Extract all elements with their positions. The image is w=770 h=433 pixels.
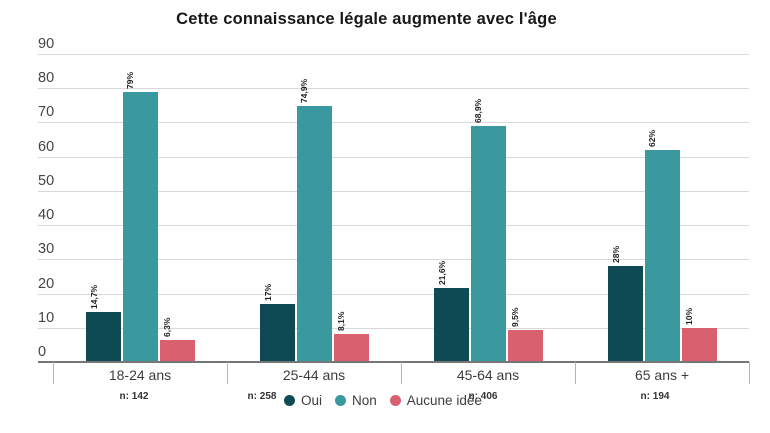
bar-value-label: 62% [647, 129, 657, 147]
legend-swatch-icon [284, 395, 295, 406]
x-axis-line [38, 361, 749, 363]
gridline-y-30 [38, 259, 749, 261]
bar-value-label: 79% [125, 71, 135, 89]
x-axis-tick [401, 362, 402, 384]
sample-size-label-2: n: 258 [247, 391, 277, 402]
x-axis-tick [575, 362, 576, 384]
chart-title: Cette connaissance légale augmente avec … [176, 10, 557, 28]
bar-value-label: 28% [610, 246, 621, 264]
bar-oui-2 [260, 303, 295, 362]
y-axis-label: 30 [38, 241, 55, 258]
category-label-3: 45-64 ans [456, 367, 520, 383]
bar-non-2 [296, 105, 332, 362]
chart-legend: Oui Non Aucune idée [284, 393, 482, 408]
gridline-y-10 [38, 327, 749, 329]
bar-oui-3 [434, 288, 469, 362]
x-axis-tick [749, 362, 750, 384]
y-axis-label: 70 [38, 104, 55, 121]
y-axis-label: 40 [38, 207, 55, 224]
y-axis-label: 20 [38, 275, 55, 292]
bar-oui-1 [86, 311, 121, 362]
legend-swatch-icon [389, 395, 401, 406]
gridline-y-60 [38, 156, 749, 158]
bar-aucune-idée-3 [507, 329, 543, 362]
legend-label: Non [352, 393, 377, 408]
sample-size-label-3: n: 406 [468, 391, 498, 402]
bar-non-4 [644, 149, 680, 362]
bar-aucune-idée-4 [681, 327, 717, 362]
category-label-1: 18-24 ans [108, 367, 172, 383]
bar-value-label: 6,3% [162, 318, 172, 338]
bar-value-label: 21,6% [436, 260, 447, 286]
category-label-4: 65 ans + [634, 367, 690, 383]
bar-value-label: 9,5% [510, 307, 520, 327]
y-axis-label: 60 [38, 138, 55, 155]
gridline-y-70 [38, 122, 749, 124]
legend-item-aucune-idée: Aucune idée [389, 393, 482, 408]
legend-swatch-icon [335, 395, 347, 406]
bar-value-label: 14,7% [88, 284, 99, 309]
category-label-2: 25-44 ans [282, 367, 346, 383]
legend-label: Oui [301, 393, 323, 408]
y-axis-label: 90 [38, 36, 55, 52]
bar-non-1 [122, 91, 158, 362]
bar-non-3 [470, 126, 506, 362]
y-axis-label: 0 [38, 344, 47, 360]
x-axis-tick [53, 362, 54, 384]
bar-value-label: 74,9% [299, 78, 309, 103]
legend-item-oui: Oui [284, 393, 322, 408]
bar-value-label: 68,9% [473, 99, 483, 124]
x-axis-tick [227, 362, 228, 384]
sample-size-label-4: n: 194 [640, 391, 670, 402]
gridline-y-80 [38, 88, 749, 90]
gridline-y-90 [38, 54, 749, 55]
bar-value-label: 8,1% [336, 311, 346, 332]
bar-value-label: 10% [684, 307, 694, 325]
y-axis-label: 80 [38, 70, 55, 87]
legend-item-non: Non [335, 393, 377, 408]
bar-aucune-idée-2 [333, 334, 369, 362]
gridline-y-20 [38, 293, 749, 295]
bar-aucune-idée-1 [159, 340, 195, 362]
gridline-y-40 [38, 225, 749, 227]
gridline-y-50 [38, 190, 749, 192]
y-axis-label: 50 [38, 172, 55, 189]
sample-size-label-1: n: 142 [119, 391, 149, 402]
bar-oui-4 [608, 266, 643, 362]
y-axis-label: 10 [38, 309, 55, 326]
legend-label: Aucune idée [406, 393, 482, 408]
bar-value-label: 17% [262, 283, 273, 301]
